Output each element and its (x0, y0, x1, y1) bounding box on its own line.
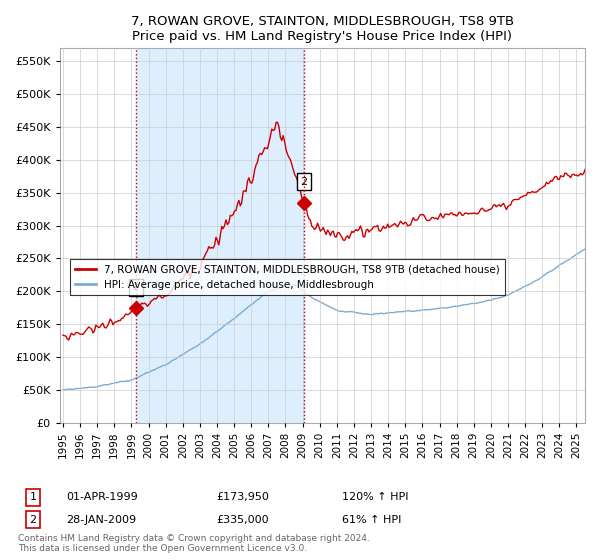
Legend: 7, ROWAN GROVE, STAINTON, MIDDLESBROUGH, TS8 9TB (detached house), HPI: Average : 7, ROWAN GROVE, STAINTON, MIDDLESBROUGH,… (70, 259, 505, 295)
Text: Contains HM Land Registry data © Crown copyright and database right 2024.
This d: Contains HM Land Registry data © Crown c… (18, 534, 370, 553)
Text: 2: 2 (300, 176, 307, 186)
Text: 1: 1 (132, 282, 139, 292)
Text: £335,000: £335,000 (216, 515, 269, 525)
Text: 1: 1 (29, 492, 37, 502)
Text: 28-JAN-2009: 28-JAN-2009 (66, 515, 136, 525)
Text: 61% ↑ HPI: 61% ↑ HPI (342, 515, 401, 525)
Text: 120% ↑ HPI: 120% ↑ HPI (342, 492, 409, 502)
Text: £173,950: £173,950 (216, 492, 269, 502)
Text: 2: 2 (29, 515, 37, 525)
Title: 7, ROWAN GROVE, STAINTON, MIDDLESBROUGH, TS8 9TB
Price paid vs. HM Land Registry: 7, ROWAN GROVE, STAINTON, MIDDLESBROUGH,… (131, 15, 514, 43)
Text: 01-APR-1999: 01-APR-1999 (66, 492, 138, 502)
Bar (136, 48, 304, 423)
